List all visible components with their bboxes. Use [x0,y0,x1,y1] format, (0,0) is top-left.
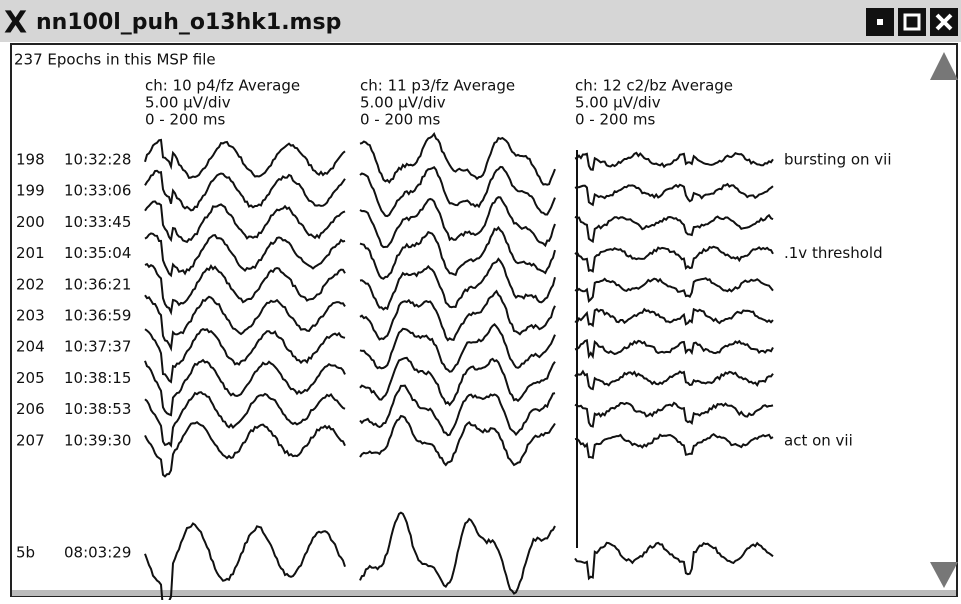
epoch-id: 199 [16,182,45,200]
channel-range: 0 - 200 ms [575,111,656,129]
eeg-trace [574,151,774,171]
eeg-trace [359,414,556,467]
title-bar [0,0,961,42]
epoch-time: 10:36:21 [64,275,131,293]
maximize-icon [903,13,921,31]
epoch-time: 08:03:29 [64,544,131,562]
epoch-time: 10:33:45 [64,213,131,231]
epoch-id: 200 [16,213,45,231]
eeg-trace [144,420,346,478]
minimize-icon [877,19,883,25]
epoch-time: 10:36:59 [64,307,131,325]
eeg-trace [359,511,556,595]
eeg-trace [359,225,556,280]
eeg-trace [144,327,346,384]
eeg-trace [359,384,556,437]
eeg-trace [574,369,774,391]
status-strip [12,590,956,596]
eeg-trace [574,245,774,273]
eeg-trace [359,165,556,218]
app-icon: X [4,6,27,41]
eeg-trace [574,307,774,328]
epoch-time: 10:33:06 [64,182,131,200]
eeg-trace [144,522,346,604]
eeg-trace [574,182,774,207]
eeg-trace [144,232,346,278]
epoch-note: bursting on vii [784,151,892,169]
epoch-time: 10:35:04 [64,244,131,262]
channel-scale: 5.00 µV/div [575,94,661,112]
eeg-trace [144,138,346,180]
channel-name: ch: 10 p4/fz Average [145,77,300,95]
epoch-id: 198 [16,151,45,169]
eeg-trace [144,169,346,212]
epoch-time: 10:32:28 [64,151,131,169]
epoch-time: 10:38:53 [64,400,131,418]
scroll-down[interactable] [930,562,958,588]
channel-range: 0 - 200 ms [145,111,226,129]
epoch-id: 203 [16,307,45,325]
eeg-trace [574,277,774,303]
eeg-trace [144,358,346,417]
close-icon [935,13,953,31]
epoch-time: 10:37:37 [64,338,131,356]
channel-name: ch: 11 p3/fz Average [360,77,515,95]
eeg-trace [359,131,556,186]
eeg-trace [144,294,346,352]
eeg-trace [359,289,556,342]
epoch-count: 237 Epochs in this MSP file [14,51,216,69]
scroll-up[interactable] [930,52,958,80]
channel-scale: 5.00 µV/div [145,94,231,112]
epoch-time: 10:39:30 [64,431,131,449]
window-title: nn100l_puh_o13hk1.msp [36,10,341,35]
eeg-trace [359,257,556,311]
epoch-id: 5b [16,544,35,562]
epoch-time: 10:38:15 [64,369,131,387]
eeg-trace [144,262,346,316]
eeg-trace [574,541,774,581]
epoch-id: 204 [16,338,45,356]
eeg-trace [574,213,774,244]
epoch-note: .1v threshold [784,244,883,262]
eeg-trace [144,391,346,448]
epoch-id: 201 [16,244,45,262]
channel-name: ch: 12 c2/bz Average [575,77,733,95]
eeg-trace [359,356,556,407]
eeg-trace [144,200,346,244]
eeg-trace [574,432,774,460]
epoch-id: 205 [16,369,45,387]
epoch-id: 207 [16,431,45,449]
epoch-id: 206 [16,400,45,418]
maximize-button[interactable] [898,8,926,36]
eeg-trace [574,401,774,428]
channel-scale: 5.00 µV/div [360,94,446,112]
eeg-trace [359,323,556,373]
channel-range: 0 - 200 ms [360,111,441,129]
eeg-trace [359,196,556,249]
epoch-id: 202 [16,275,45,293]
epoch-note: act on vii [784,431,853,449]
eeg-trace [574,339,774,360]
